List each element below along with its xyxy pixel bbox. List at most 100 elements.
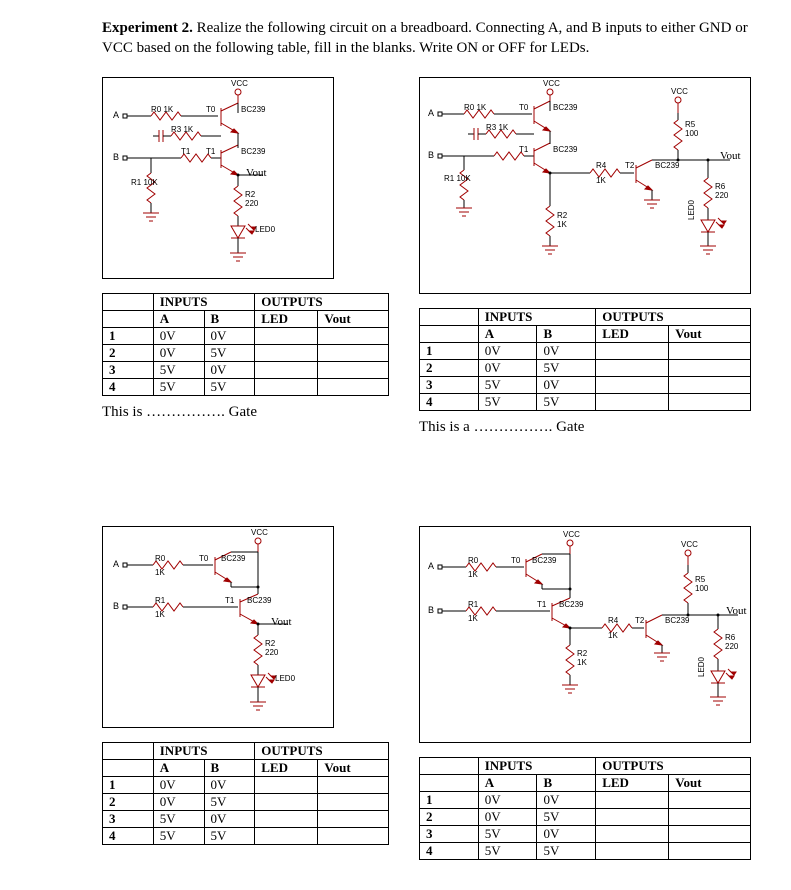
l4-r0b: 1K xyxy=(468,570,478,579)
table-row: 45V5V xyxy=(103,378,389,395)
l4-bc0: BC239 xyxy=(532,556,556,565)
l4-a: A xyxy=(428,561,434,571)
l2-t1: T1 xyxy=(519,145,528,154)
caption-2: This is a ……………. Gate xyxy=(419,419,751,436)
l4-r2b: 1K xyxy=(577,658,587,667)
l3-vcc: VCC xyxy=(251,528,268,537)
l4-r2a: R2 xyxy=(577,649,587,658)
l4-b: B xyxy=(428,605,434,615)
quad-1: VCC A B R0 1K R3 1K T1 T0 BC239 T1 BC239… xyxy=(102,77,389,466)
label-t1: T1 xyxy=(206,147,215,156)
label-bc239-2: BC239 xyxy=(241,147,265,156)
circuit-3: VCC A B R0 1K R1 1K T0 BC239 T1 BC239 Vo… xyxy=(102,526,334,728)
table-row: 35V0V xyxy=(420,825,751,842)
l2-r5v: 100 xyxy=(685,129,698,138)
l4-r6: R6 xyxy=(725,633,735,642)
l4-r4v: 1K xyxy=(608,631,618,640)
heading-bold: Experiment 2. xyxy=(102,20,193,36)
table-row: 20V5V xyxy=(420,808,751,825)
l4-vout: Vout xyxy=(726,605,747,617)
l4-r1a: R1 xyxy=(468,600,478,609)
l2-r4: R4 xyxy=(596,161,606,170)
label-t1r: T1 xyxy=(181,147,190,156)
table-row: 35V0V xyxy=(103,810,389,827)
l3-r1a: R1 xyxy=(155,596,165,605)
l4-t1: T1 xyxy=(537,600,546,609)
l4-bc1: BC239 xyxy=(559,600,583,609)
l2-t2: T2 xyxy=(625,161,634,170)
l3-r1b: 1K xyxy=(155,610,165,619)
l2-vcc2: VCC xyxy=(671,87,688,96)
experiment-heading: Experiment 2. Realize the following circ… xyxy=(102,18,751,59)
caption-1: This is ……………. Gate xyxy=(102,404,389,421)
table-row: 45V5V xyxy=(420,393,751,410)
col-vout: Vout xyxy=(318,310,389,327)
l4-r4: R4 xyxy=(608,616,618,625)
hdr-outputs: OUTPUTS xyxy=(255,293,389,310)
l2-bc0: BC239 xyxy=(553,103,577,112)
l3-r2b: 220 xyxy=(265,648,278,657)
l2-r6: R6 xyxy=(715,182,725,191)
label-a: A xyxy=(113,110,119,120)
circuit-1: VCC A B R0 1K R3 1K T1 T0 BC239 T1 BC239… xyxy=(102,77,334,279)
l2-r2b: 1K xyxy=(557,220,567,229)
l3-vout: Vout xyxy=(271,616,292,628)
l3-t0: T0 xyxy=(199,554,208,563)
label-r1: R1 10K xyxy=(131,178,158,187)
label-r3: R3 1K xyxy=(171,125,193,134)
truth-table-2: INPUTSOUTPUTS ABLEDVout 10V0V 20V5V 35V0… xyxy=(419,308,751,411)
table-row: 45V5V xyxy=(420,842,751,859)
l4-t0: T0 xyxy=(511,556,520,565)
l2-a: A xyxy=(428,108,434,118)
table-row: 10V0V xyxy=(420,791,751,808)
l4-r1b: 1K xyxy=(468,614,478,623)
l2-vout: Vout xyxy=(720,150,741,162)
label-b: B xyxy=(113,152,119,162)
l4-r5v: 100 xyxy=(695,584,708,593)
l3-a: A xyxy=(113,559,119,569)
table-row: 10V0V xyxy=(103,776,389,793)
l3-bc1: BC239 xyxy=(247,596,271,605)
l2-led: LED0 xyxy=(687,199,696,219)
table-row: 35V0V xyxy=(103,361,389,378)
l3-b: B xyxy=(113,601,119,611)
l4-vcc: VCC xyxy=(563,530,580,539)
table-row: 20V5V xyxy=(420,359,751,376)
truth-table-3: INPUTSOUTPUTS ABLEDVout 10V0V 20V5V 35V0… xyxy=(102,742,389,845)
l3-r2a: R2 xyxy=(265,639,275,648)
quad-2: VCC VCC A B R0 1K R3 1K T0 BC239 T1 BC23… xyxy=(419,77,751,466)
l2-bc1: BC239 xyxy=(553,145,577,154)
l4-r6v: 220 xyxy=(725,642,738,651)
table-row: 20V5V xyxy=(103,344,389,361)
truth-table-1: INPUTSOUTPUTS ABLEDVout 10V0V 20V5V 35V0… xyxy=(102,293,389,396)
l2-r0: R0 1K xyxy=(464,103,486,112)
l3-led: LED0 xyxy=(275,674,295,683)
table-row: 10V0V xyxy=(103,327,389,344)
table-row: 10V0V xyxy=(420,342,751,359)
label-vout1: Vout xyxy=(246,167,267,179)
label-led0: LED0 xyxy=(255,225,275,234)
l4-r0a: R0 xyxy=(468,556,478,565)
l4-led: LED0 xyxy=(697,656,706,676)
table-row: 35V0V xyxy=(420,376,751,393)
label-bc239-1: BC239 xyxy=(241,105,265,114)
label-vcc: VCC xyxy=(231,79,248,88)
l4-vcc2: VCC xyxy=(681,540,698,549)
label-t0: T0 xyxy=(206,105,215,114)
l3-t1: T1 xyxy=(225,596,234,605)
l3-bc0: BC239 xyxy=(221,554,245,563)
col-led: LED xyxy=(255,310,318,327)
label-r0: R0 1K xyxy=(151,105,173,114)
hdr-inputs: INPUTS xyxy=(153,293,255,310)
l2-r2a: R2 xyxy=(557,211,567,220)
truth-table-4: INPUTSOUTPUTS ABLEDVout 10V0V 20V5V 35V0… xyxy=(419,757,751,860)
table-row: 45V5V xyxy=(103,827,389,844)
l2-b: B xyxy=(428,150,434,160)
l2-bc2: BC239 xyxy=(655,161,679,170)
l2-r1: R1 10K xyxy=(444,174,471,183)
l4-t2: T2 xyxy=(635,616,644,625)
label-r2a: R2 xyxy=(245,190,255,199)
l4-r5: R5 xyxy=(695,575,705,584)
circuit-2: VCC VCC A B R0 1K R3 1K T0 BC239 T1 BC23… xyxy=(419,77,751,294)
l4-bc2: BC239 xyxy=(665,616,689,625)
